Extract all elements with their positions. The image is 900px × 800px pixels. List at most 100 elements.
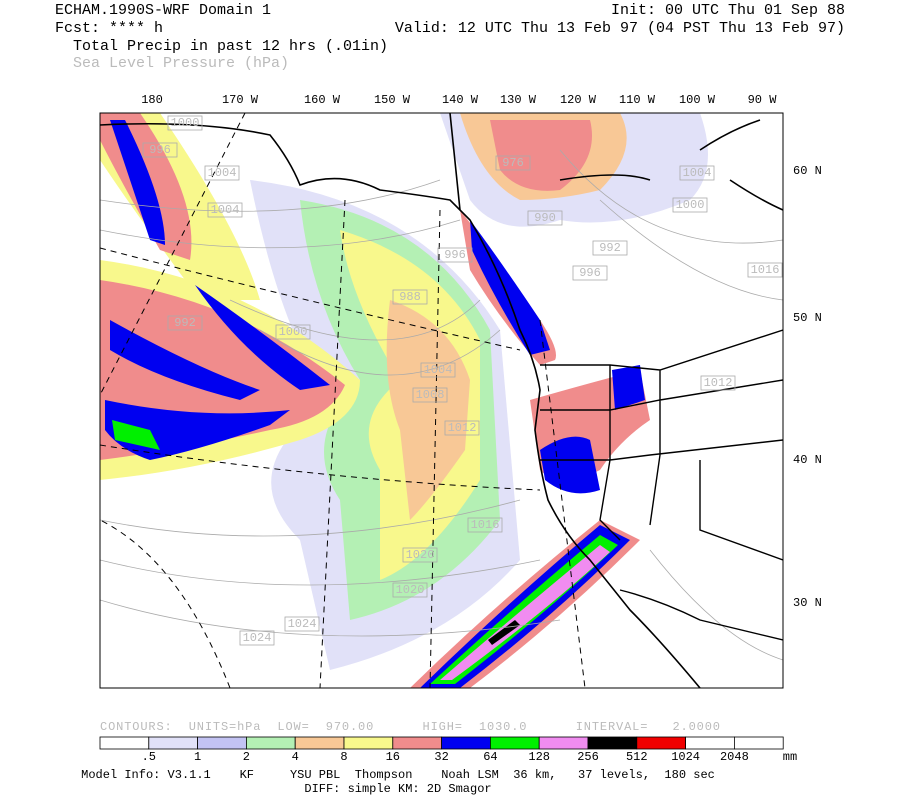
latitude-label: 40 N bbox=[793, 453, 822, 467]
pressure-label-box bbox=[167, 315, 203, 331]
pressure-label: 1004 bbox=[211, 203, 240, 217]
latitude-label: 30 N bbox=[793, 596, 822, 610]
diffusion-info: DIFF: simple KM: 2D Smagor bbox=[304, 782, 491, 796]
pressure-label-box bbox=[572, 265, 608, 281]
color-bar-label: 8 bbox=[340, 750, 347, 764]
pressure-label-box bbox=[592, 240, 628, 256]
field-secondary: Sea Level Pressure (hPa) bbox=[73, 55, 289, 72]
color-bar-label: 4 bbox=[292, 750, 299, 764]
pressure-label-box bbox=[204, 165, 240, 181]
color-bar-label: 2048 bbox=[720, 750, 749, 764]
title: ECHAM.1990S-WRF Domain 1 bbox=[55, 2, 271, 19]
longitude-label: 120 W bbox=[560, 93, 597, 107]
pressure-label: 992 bbox=[599, 241, 621, 255]
pressure-label-box bbox=[284, 616, 320, 632]
longitude-label: 90 W bbox=[748, 93, 778, 107]
pressure-label-box bbox=[142, 142, 178, 158]
color-bar-label: .5 bbox=[142, 750, 156, 764]
pressure-label-box bbox=[747, 262, 783, 278]
pressure-label: 1000 bbox=[279, 325, 308, 339]
color-bar-label: 2 bbox=[243, 750, 250, 764]
color-bar-label: 1024 bbox=[671, 750, 700, 764]
longitude-label: 140 W bbox=[442, 93, 479, 107]
precip-area bbox=[112, 420, 160, 450]
pressure-label-box bbox=[167, 115, 203, 131]
pressure-label: 1012 bbox=[704, 376, 733, 390]
color-bar-box bbox=[392, 736, 442, 750]
longitude-label: 100 W bbox=[679, 93, 716, 107]
color-bar-box bbox=[441, 736, 491, 750]
pressure-label-box bbox=[437, 247, 473, 263]
map-frame bbox=[99, 112, 784, 689]
pressure-label: 1004 bbox=[683, 166, 712, 180]
latitude-label: 50 N bbox=[793, 311, 822, 325]
pressure-label: 996 bbox=[149, 143, 171, 157]
color-bar-label: 16 bbox=[386, 750, 400, 764]
color-bar-label: 512 bbox=[626, 750, 648, 764]
color-bar-label: 1 bbox=[194, 750, 201, 764]
pressure-label: 1012 bbox=[448, 421, 477, 435]
longitude-label: 180 bbox=[141, 93, 163, 107]
color-bar-box bbox=[685, 736, 735, 750]
precip-area bbox=[440, 545, 610, 680]
pressure-label: 1020 bbox=[396, 583, 425, 597]
contour-info: CONTOURS: UNITS=hPa LOW= 970.00 HIGH= 10… bbox=[100, 720, 720, 734]
pressure-label: 1000 bbox=[171, 116, 200, 130]
precip-area bbox=[540, 436, 600, 494]
valid-time: Valid: 12 UTC Thu 13 Feb 97 (04 PST Thu … bbox=[395, 20, 845, 37]
latitude-label: 60 N bbox=[793, 164, 822, 178]
pressure-label-box bbox=[207, 202, 243, 218]
color-bar-label: 64 bbox=[483, 750, 497, 764]
precip-area bbox=[110, 320, 260, 400]
color-bar-label: 32 bbox=[434, 750, 448, 764]
color-bar-box bbox=[538, 736, 589, 750]
map-area bbox=[100, 113, 783, 688]
pressure-label-box bbox=[275, 324, 311, 340]
precip-area bbox=[195, 285, 330, 390]
precip-area bbox=[110, 120, 165, 245]
color-bar-box bbox=[489, 736, 540, 750]
pressure-label-box bbox=[392, 289, 428, 305]
precip-area bbox=[612, 365, 645, 410]
pressure-label: 996 bbox=[444, 248, 466, 262]
pressure-label: 1024 bbox=[243, 631, 272, 645]
pressure-label: 1016 bbox=[471, 518, 500, 532]
color-bar-box bbox=[148, 736, 199, 750]
color-bar-box bbox=[636, 736, 686, 750]
precip-area bbox=[386, 300, 470, 520]
pressure-label-box bbox=[672, 197, 708, 213]
pressure-label-box bbox=[495, 155, 531, 171]
pressure-label: 1000 bbox=[676, 198, 705, 212]
pressure-label: 1008 bbox=[416, 388, 445, 402]
color-bar-box bbox=[99, 736, 150, 750]
pressure-label: 988 bbox=[399, 290, 421, 304]
pressure-label-box bbox=[402, 547, 438, 563]
longitude-label: 150 W bbox=[374, 93, 411, 107]
pressure-label: 1004 bbox=[424, 363, 453, 377]
color-bar-box bbox=[734, 736, 784, 750]
color-bar-unit: mm bbox=[783, 750, 797, 764]
color-bar-box bbox=[197, 736, 247, 750]
pressure-label-box bbox=[527, 210, 563, 226]
pressure-label-box bbox=[467, 517, 503, 533]
pressure-label: 990 bbox=[534, 211, 556, 225]
pressure-label: 1024 bbox=[288, 617, 317, 631]
pressure-label-box bbox=[444, 420, 480, 436]
pressure-label: 976 bbox=[502, 156, 524, 170]
color-bar-label: 128 bbox=[528, 750, 550, 764]
longitude-label: 160 W bbox=[304, 93, 341, 107]
color-bar-box bbox=[245, 736, 296, 750]
forecast: Fcst: **** h bbox=[55, 20, 163, 37]
color-bar-label: 256 bbox=[577, 750, 599, 764]
field-primary: Total Precip in past 12 hrs (.01in) bbox=[73, 38, 388, 55]
pressure-label-box bbox=[420, 362, 456, 378]
pressure-label-box bbox=[700, 375, 736, 391]
pressure-label-box bbox=[239, 630, 275, 646]
pressure-label: 1020 bbox=[406, 548, 435, 562]
model-info: Model Info: V3.1.1 KF YSU PBL Thompson N… bbox=[81, 768, 715, 782]
color-bar-box bbox=[587, 736, 638, 750]
pressure-label: 996 bbox=[579, 266, 601, 280]
pressure-label: 992 bbox=[174, 316, 196, 330]
